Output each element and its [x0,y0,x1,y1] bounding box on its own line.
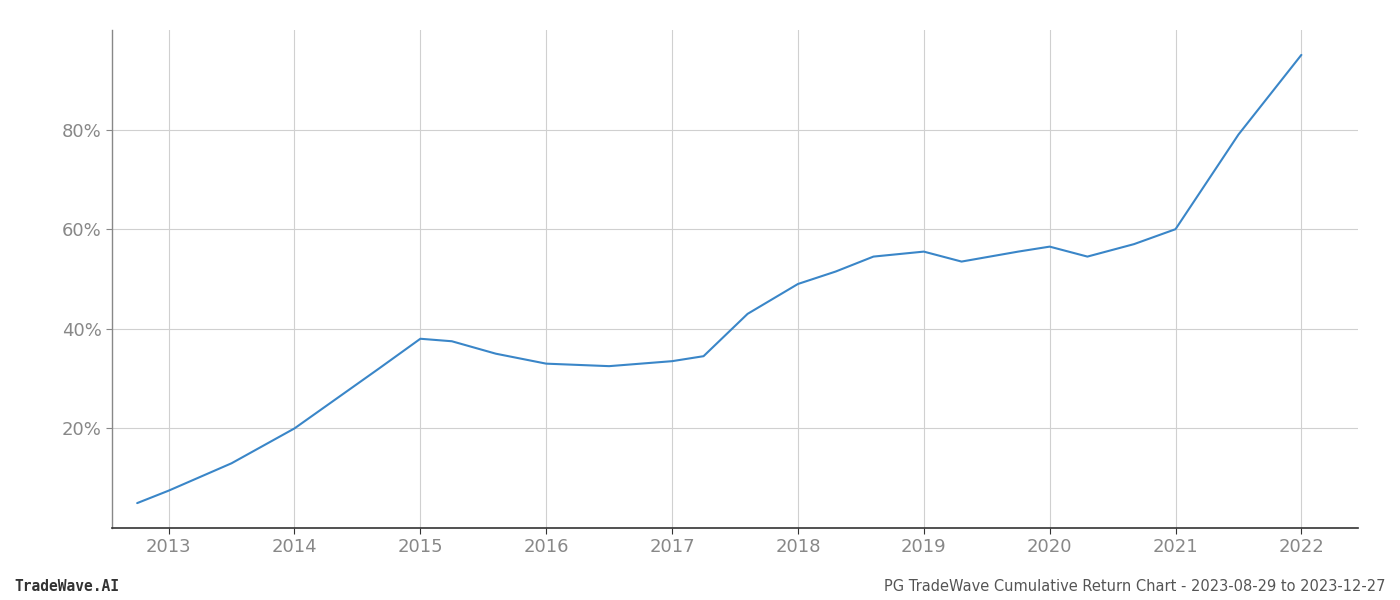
Text: TradeWave.AI: TradeWave.AI [14,579,119,594]
Text: PG TradeWave Cumulative Return Chart - 2023-08-29 to 2023-12-27: PG TradeWave Cumulative Return Chart - 2… [885,579,1386,594]
